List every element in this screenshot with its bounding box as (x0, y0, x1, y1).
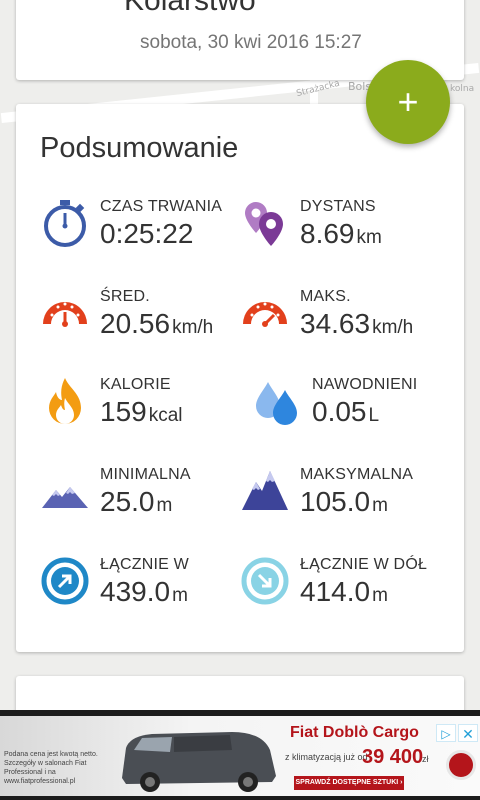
summary-title: Podsumowanie (40, 132, 239, 164)
street-label: kolna (450, 84, 475, 94)
add-button[interactable]: + (366, 60, 450, 144)
map-road (310, 60, 318, 120)
stat-max-speed: MAKS. 34.63 km/h (240, 288, 450, 368)
stat-value: 414.0 m (300, 576, 388, 607)
stat-label: CZAS TRWANIA (100, 198, 223, 215)
fiat-logo (446, 750, 476, 780)
stat-max-altitude: MAKSYMALNA 105.0 m (240, 466, 450, 546)
stat-label: DYSTANS (300, 198, 376, 215)
stat-label: ŁĄCZNIE W (100, 556, 189, 573)
stat-value: 0.05 L (312, 396, 380, 427)
stat-value: 439.0 m (100, 576, 188, 607)
mountain-high-icon (242, 471, 288, 510)
van-image (122, 732, 276, 792)
summary-card: Podsumowanie CZAS TRWANIA 0:25:22 DYSTAN… (16, 104, 464, 652)
activity-date: sobota, 30 kwi 2016 15:27 (140, 32, 362, 53)
ad-cta-button[interactable]: SPRAWDŹ DOSTĘPNE SZTUKI › (294, 776, 404, 790)
ad-price-label: z klimatyzacją już od (285, 752, 368, 762)
mountain-low-icon (42, 487, 88, 508)
stat-value: 20.56 km/h (100, 308, 214, 339)
stat-hydration: NAWODNIENI 0.05 L (252, 376, 462, 456)
stat-avg-speed: ŚRED. 20.56 km/h (40, 288, 250, 368)
stat-label: MINIMALNA (100, 466, 191, 483)
stat-value: 0:25:22 (100, 218, 194, 249)
stat-min-altitude: MINIMALNA 25.0 m (40, 466, 250, 546)
ad-title: Fiat Doblò Cargo (290, 724, 419, 741)
stat-label: MAKSYMALNA (300, 466, 414, 483)
stat-calories: KALORIE 159 kcal (40, 376, 250, 456)
stat-value: 25.0 m (100, 486, 173, 517)
stat-distance: DYSTANS 8.69 km (240, 198, 450, 278)
speedometer-icon (43, 302, 87, 327)
ad-content[interactable]: Podana cena jest kwotą netto. Szczegóły … (0, 716, 480, 796)
close-icon[interactable]: ✕ (458, 724, 478, 742)
flame-icon (49, 378, 81, 424)
stat-label: MAKS. (300, 288, 351, 305)
stat-value: 34.63 km/h (300, 308, 414, 339)
stat-label: ŚRED. (100, 288, 150, 305)
stat-label: NAWODNIENI (312, 376, 418, 393)
stopwatch-icon (44, 200, 86, 247)
street-label: Bols (348, 80, 372, 93)
ad-fine-print: Podana cena jest kwotą netto. Szczegóły … (4, 751, 98, 785)
water-drops-icon (256, 382, 297, 425)
ad-banner[interactable]: Podana cena jest kwotą netto. Szczegóły … (0, 710, 480, 800)
stat-value: 105.0 m (300, 486, 388, 517)
stat-total-descent: ŁĄCZNIE W DÓŁ 414.0 m (240, 556, 450, 636)
arrow-down-circle-icon (241, 557, 289, 605)
stat-value: 159 kcal (100, 396, 183, 427)
stat-value: 8.69 km (300, 218, 382, 249)
ad-choices-icon[interactable]: ▷ (436, 724, 456, 742)
arrow-up-circle-icon (41, 557, 89, 605)
map-pins-icon (245, 202, 283, 246)
stat-label: KALORIE (100, 376, 171, 393)
activity-name: Kolarstwo (124, 0, 256, 17)
stat-duration: CZAS TRWANIA 0:25:22 (40, 198, 250, 278)
stat-total-ascent: ŁĄCZNIE W 439.0 m (40, 556, 250, 636)
ad-price-unit: zł (422, 754, 429, 764)
ad-price: 39 400 (362, 746, 424, 768)
stat-label: ŁĄCZNIE W DÓŁ (300, 556, 428, 573)
speedometer-max-icon (243, 302, 287, 327)
